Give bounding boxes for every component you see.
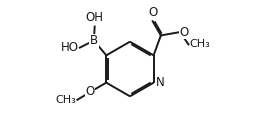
Text: OH: OH [86, 11, 104, 24]
Text: O: O [148, 6, 157, 19]
Text: N: N [155, 76, 164, 89]
Text: O: O [179, 26, 188, 39]
Text: O: O [86, 85, 95, 98]
Text: CH₃: CH₃ [189, 39, 210, 49]
Text: HO: HO [60, 41, 78, 54]
Text: B: B [90, 34, 98, 47]
Text: CH₃: CH₃ [55, 95, 76, 105]
